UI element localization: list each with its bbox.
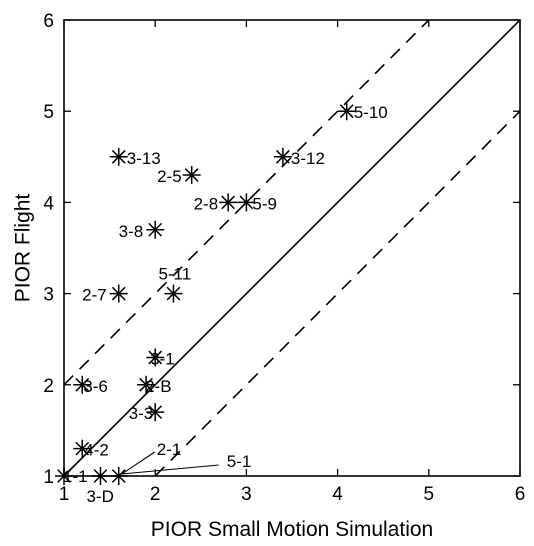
data-markers	[55, 102, 356, 485]
identity-line	[63, 19, 521, 477]
y-tick-label: 4	[43, 193, 54, 214]
data-point-marker	[73, 375, 92, 394]
point-label: 5-9	[252, 194, 277, 213]
y-tick-label: 5	[43, 102, 54, 123]
y-tick-label: 1	[43, 467, 54, 488]
data-point-marker	[109, 467, 128, 485]
data-point-marker	[73, 439, 92, 458]
x-tick-label: 5	[424, 484, 435, 505]
point-label: 1-1	[63, 467, 88, 486]
point-label: 2-1	[157, 440, 182, 459]
point-label: 4-2	[84, 441, 109, 460]
point-label: 3-6	[83, 377, 108, 396]
point-label: 3-13	[127, 149, 161, 168]
data-point-marker	[164, 284, 183, 303]
data-point-marker	[55, 467, 73, 485]
y-tick-label: 2	[43, 376, 54, 397]
point-label: 5-11	[158, 265, 191, 284]
data-point-marker	[146, 348, 165, 367]
data-point-marker	[146, 403, 165, 422]
plot-frame	[63, 19, 521, 477]
x-tick-label: 4	[332, 484, 343, 505]
dashed-reference-line	[154, 110, 521, 477]
point-label: 3-12	[291, 149, 325, 168]
axis-ticks: 1 2 3 4 5 6 1 2 3 4 5 6	[43, 11, 525, 505]
data-point-marker	[337, 102, 356, 121]
data-point-marker	[219, 193, 238, 212]
x-tick-label: 2	[150, 484, 161, 505]
y-axis-label: PIOR Flight	[11, 194, 34, 303]
label-leader-line	[121, 451, 156, 475]
point-label: 2-7	[82, 286, 107, 305]
point-label: 5-1	[227, 452, 252, 471]
data-point-marker	[146, 220, 165, 239]
point-label: 2-5	[157, 167, 182, 186]
point-labels: 5-10 3-13 3-12 2-5 2-8 5-9 3-8 2-7 5-11 3-1 3-6 2-B…	[63, 103, 388, 506]
label-callouts	[121, 451, 219, 475]
data-point-marker	[109, 147, 128, 166]
data-point-marker	[182, 166, 201, 185]
x-axis-label: PIOR Small Motion Simulation	[151, 518, 433, 541]
data-point-marker	[273, 147, 292, 166]
data-point-marker	[91, 467, 110, 485]
dashed-reference-line	[63, 19, 430, 386]
point-label: 5-10	[354, 103, 388, 122]
x-tick-label: 1	[59, 484, 70, 505]
data-point-marker	[237, 193, 256, 212]
data-point-marker	[137, 375, 156, 394]
point-label: 3-D	[86, 487, 113, 506]
label-leader-line	[121, 464, 219, 475]
y-tick-label: 6	[43, 11, 54, 32]
point-label: 3-3	[129, 404, 154, 423]
point-label: 3-1	[150, 349, 175, 368]
data-point-marker	[109, 284, 128, 303]
x-tick-label: 6	[515, 484, 526, 505]
y-tick-label: 3	[43, 285, 54, 306]
point-label: 2-8	[194, 194, 219, 213]
point-label: 3-8	[119, 222, 144, 241]
reference-lines	[63, 19, 521, 477]
x-tick-label: 3	[241, 484, 252, 505]
point-label: 2-B	[145, 377, 171, 396]
